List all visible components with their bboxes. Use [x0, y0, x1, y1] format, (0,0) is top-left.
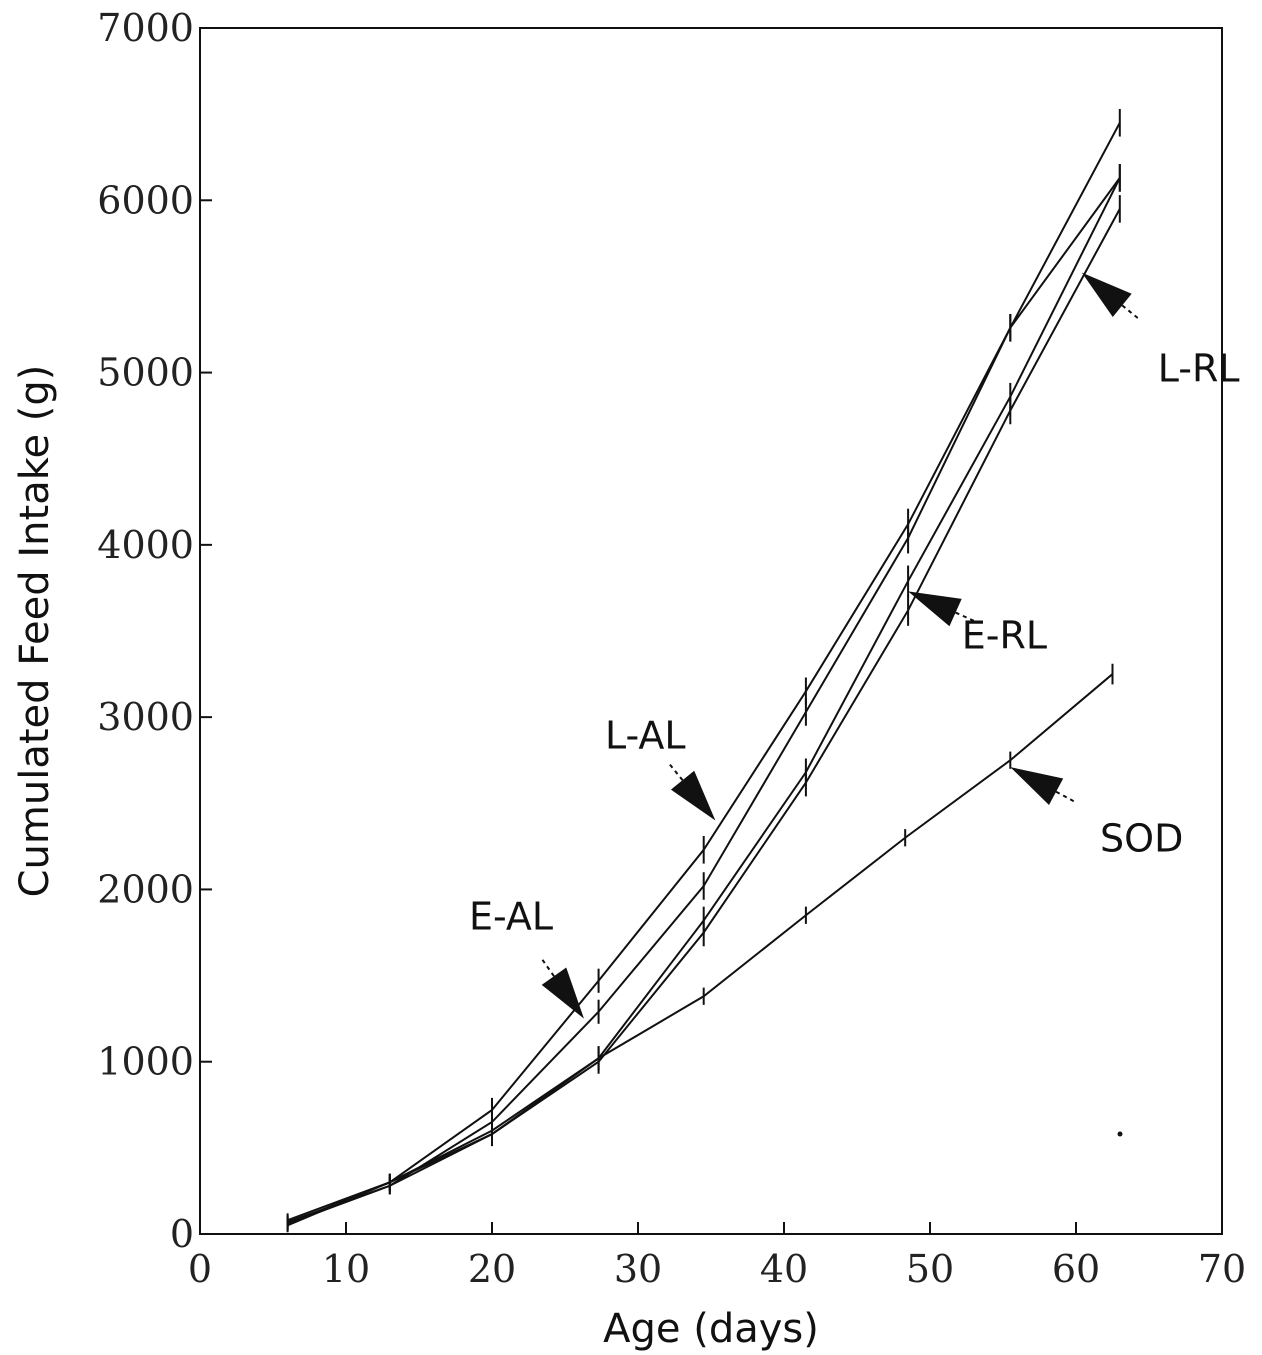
series-line-l-al [287, 122, 1121, 1222]
y-axis-label: Cumulated Feed Intake (g) [12, 365, 58, 898]
y-tick-label: 6000 [97, 178, 194, 222]
annotation-label: E-RL [962, 613, 1047, 657]
x-tick-label: 0 [188, 1247, 212, 1291]
x-tick-label: 10 [322, 1247, 370, 1291]
x-tick-label: 60 [1052, 1247, 1100, 1291]
annotation-label: SOD [1100, 817, 1183, 861]
y-tick-label: 4000 [97, 523, 194, 567]
x-tick-label: 40 [760, 1247, 808, 1291]
annotation-layer: L-AL E-AL E-RL L-RL SOD [469, 272, 1240, 1019]
annotation-sod: SOD [1010, 767, 1183, 861]
series-l-rl [286, 195, 1121, 1231]
axis-ticks [199, 27, 1223, 1235]
stray-dot [1117, 1131, 1123, 1137]
y-tick-label: 3000 [97, 695, 194, 739]
x-axis-label: Age (days) [603, 1306, 819, 1352]
arrow-icon [670, 770, 716, 821]
series-line-sod [287, 673, 1114, 1227]
annotation-e-rl: E-RL [908, 591, 1047, 657]
arrow-icon [1010, 767, 1064, 805]
arrow-tail [955, 611, 977, 623]
arrow-tail [1121, 304, 1140, 321]
y-tick-label: 1000 [97, 1040, 194, 1084]
annotation-l-al: L-AL [605, 713, 716, 821]
x-tick-label: 20 [468, 1247, 516, 1291]
x-tick-label: 70 [1198, 1247, 1246, 1291]
y-tick-label: 0 [170, 1212, 194, 1256]
series-layer [286, 108, 1121, 1233]
annotation-label: L-AL [605, 713, 686, 757]
annotation-label: E-AL [469, 894, 553, 938]
arrow-icon [1081, 272, 1132, 318]
series-l-al [286, 108, 1121, 1228]
arrow-tail [667, 762, 684, 781]
series-e-al [286, 164, 1121, 1229]
x-tick-label: 50 [906, 1247, 954, 1291]
series-sod [286, 663, 1114, 1233]
arrow-icon [908, 591, 962, 627]
series-e-rl [286, 164, 1121, 1231]
plot-frame [199, 27, 1223, 1235]
arrow-icon [541, 967, 584, 1019]
annotation-l-rl: L-RL [1081, 272, 1240, 390]
y-tick-label: 5000 [97, 351, 194, 395]
axis-tick-labels: 0 10 20 30 40 50 60 70 0 1000 2000 3000 4000 5000 6000… [97, 6, 1246, 1291]
y-tick-label: 2000 [97, 867, 194, 911]
arrow-tail [1055, 790, 1076, 804]
annotation-label: L-RL [1158, 346, 1240, 390]
arrow-tail [540, 957, 555, 977]
y-tick-label: 7000 [97, 6, 194, 50]
series-line-e-al [287, 177, 1121, 1223]
x-tick-label: 30 [614, 1247, 662, 1291]
series-line-e-rl [287, 177, 1121, 1225]
annotation-e-al: E-AL [469, 894, 584, 1019]
